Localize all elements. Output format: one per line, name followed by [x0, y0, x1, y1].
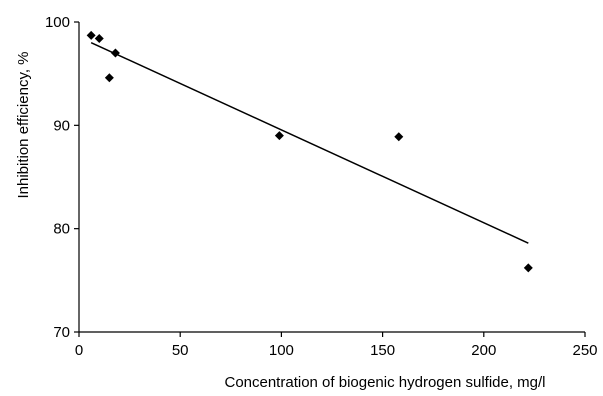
x-tick-label: 200 [471, 342, 496, 359]
y-axis-title: Inhibition efficiency, % [15, 51, 32, 198]
x-tick-label: 0 [75, 342, 83, 359]
y-tick-label: 70 [53, 324, 70, 341]
linear-trendline [90, 41, 529, 244]
x-axis-title: Concentration of biogenic hydrogen sulfi… [224, 374, 545, 391]
x-tick-label: 150 [370, 342, 395, 359]
x-tick-label: 250 [572, 342, 597, 359]
y-tick-label: 80 [53, 221, 70, 238]
data-point [394, 132, 404, 142]
data-point [110, 48, 120, 58]
data-point [274, 131, 284, 141]
data-point [94, 34, 104, 44]
x-tick-label: 100 [269, 342, 294, 359]
x-tick-label: 50 [172, 342, 189, 359]
y-tick-label: 100 [45, 14, 70, 31]
axes [78, 22, 585, 333]
data-points [86, 30, 533, 273]
data-point [86, 30, 96, 40]
y-ticks: 70 80 90 100 [45, 14, 79, 341]
data-point [523, 263, 533, 273]
y-tick-label: 90 [53, 117, 70, 134]
x-ticks: 0 50 100 150 200 250 [75, 332, 598, 359]
data-point [104, 73, 114, 83]
